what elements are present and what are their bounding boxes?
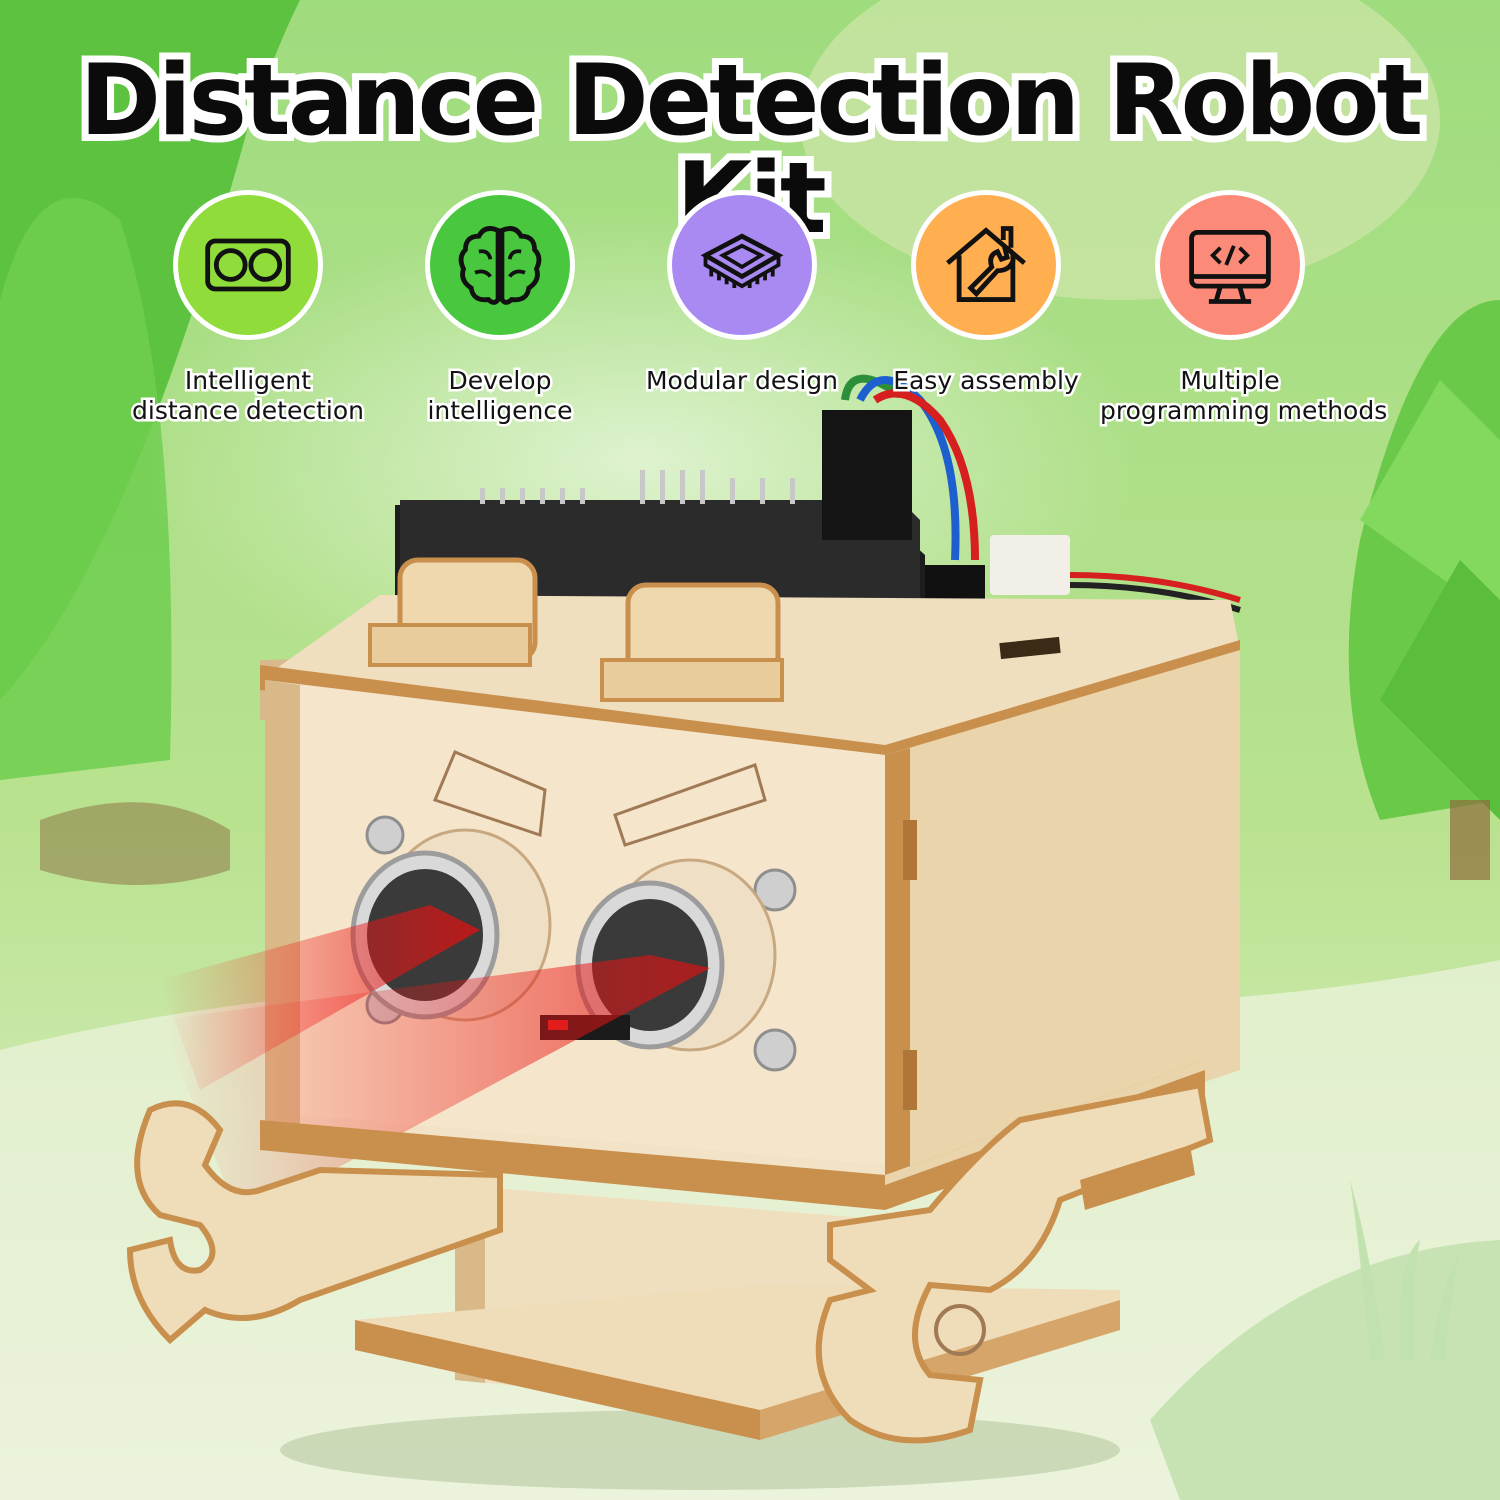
feature-label: Multiple programming methods xyxy=(1098,364,1390,428)
feature-develop-intelligence: Develop intelligence xyxy=(370,190,630,428)
wrench-arms xyxy=(126,1081,1214,1444)
feature-label-line1: Multiple xyxy=(1178,364,1282,398)
feature-label: Intelligent distance detection xyxy=(118,364,378,428)
house-wrench-icon xyxy=(946,226,1026,302)
code-monitor-icon xyxy=(1189,229,1271,304)
feature-label-line2: distance detection xyxy=(130,394,367,428)
feature-badge xyxy=(425,190,575,340)
laser-beams xyxy=(160,905,710,1220)
feature-badge xyxy=(1155,190,1305,340)
ultrasonic-sensor-icon xyxy=(205,238,291,292)
feature-label: Easy assembly xyxy=(856,364,1116,398)
feature-label-line2: programming methods xyxy=(1098,394,1390,428)
feature-label-line1: Intelligent xyxy=(182,364,313,398)
feature-label-line1: Modular design xyxy=(643,364,840,398)
feature-label-line2: intelligence xyxy=(425,394,575,428)
page-title: Distance Detection Robot Kit xyxy=(73,44,1431,255)
feature-label-line1: Develop xyxy=(446,364,554,398)
brain-icon xyxy=(458,226,542,305)
feature-programming-methods: Multiple programming methods xyxy=(1098,190,1390,428)
feature-label: Develop intelligence xyxy=(370,364,630,428)
feature-badge xyxy=(911,190,1061,340)
feature-badge xyxy=(667,190,817,340)
feature-badge xyxy=(173,190,323,340)
feature-label-line1: Easy assembly xyxy=(891,364,1082,398)
feature-label: Modular design xyxy=(612,364,872,398)
feature-modular-design: Modular design xyxy=(612,190,872,398)
feature-distance-detection: Intelligent distance detection xyxy=(118,190,378,428)
feature-easy-assembly: Easy assembly xyxy=(856,190,1116,398)
wooden-ear-clips xyxy=(368,557,784,702)
microchip-icon xyxy=(700,233,784,289)
